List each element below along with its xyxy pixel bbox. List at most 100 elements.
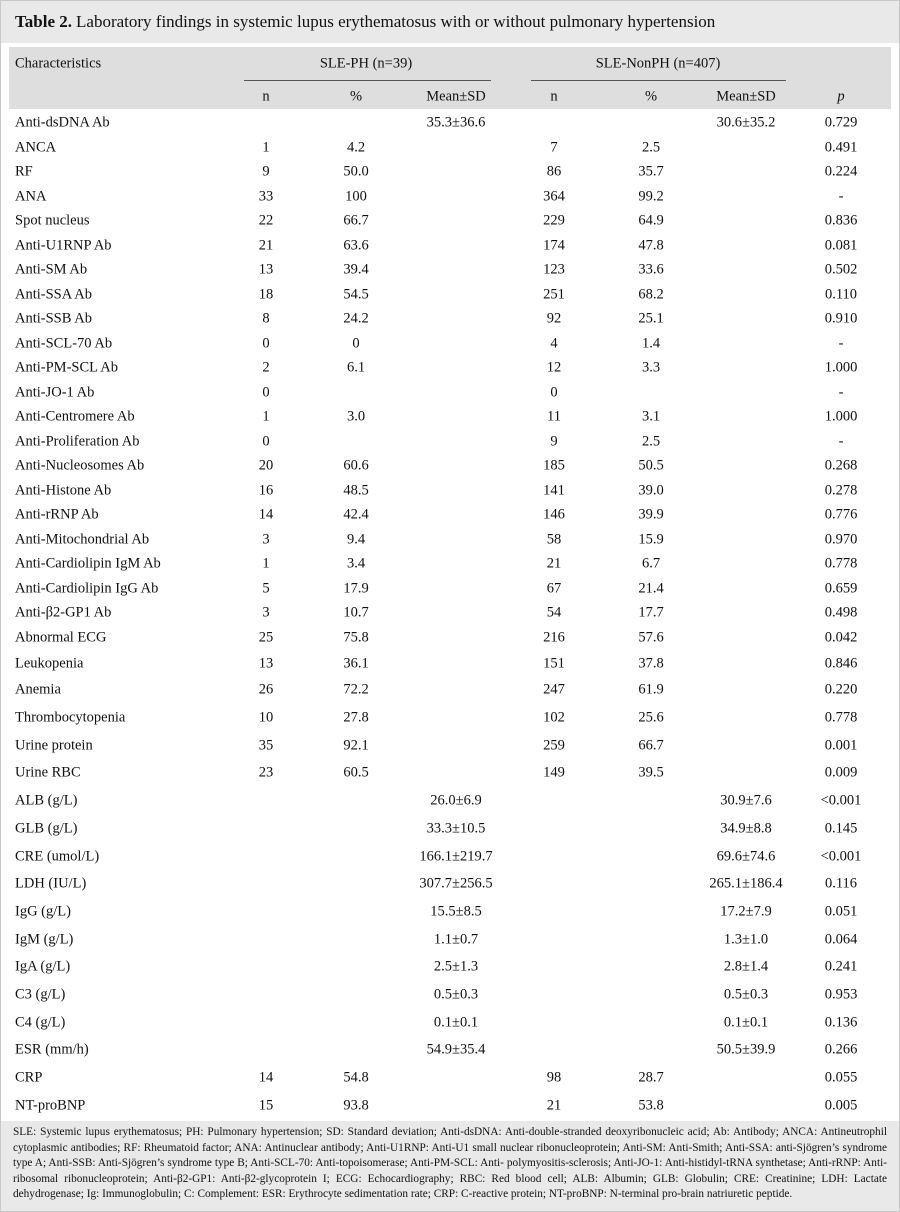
- column-header: %: [349, 88, 363, 105]
- table-cell: 23: [258, 764, 274, 781]
- table-cell: 21.4: [638, 580, 664, 597]
- table-cell: 1.4: [641, 335, 661, 352]
- row-label: Anti-Mitochondrial Ab: [15, 531, 150, 548]
- table-cell: 123: [543, 261, 565, 278]
- table-cell: 0.001: [824, 737, 858, 754]
- table-cell: 166.1±219.7: [419, 848, 493, 865]
- row-label: Anti-rRNP Ab: [15, 506, 99, 523]
- table-cell: 102: [543, 709, 565, 726]
- table-cell: 34.9±8.8: [720, 820, 772, 837]
- table-cell: -: [838, 188, 844, 205]
- table-label: Table 2.: [15, 12, 73, 31]
- table-cell: 63.6: [343, 237, 369, 254]
- table-cell: 17.7: [638, 604, 664, 621]
- table-cell: -: [838, 433, 844, 450]
- table-cell: 0.051: [824, 903, 858, 920]
- table-cell: 26: [258, 681, 274, 698]
- table-cell: 174: [543, 237, 565, 254]
- table-cell: 30.6±35.2: [716, 114, 776, 131]
- table-cell: 307.7±256.5: [419, 875, 493, 892]
- table-cell: 14: [258, 506, 274, 523]
- row-label: GLB (g/L): [15, 820, 78, 837]
- group-rule: [244, 80, 491, 81]
- table-cell: 4: [550, 335, 558, 352]
- table-cell: 0.910: [824, 310, 858, 327]
- table-cell: 4.2: [346, 139, 366, 156]
- table-cell: 15.5±8.5: [430, 903, 482, 920]
- table-cell: 0.776: [824, 506, 858, 523]
- row-label: ESR (mm/h): [15, 1041, 89, 1058]
- table-cell: 229: [543, 212, 565, 229]
- row-label: Anti-β2-GP1 Ab: [15, 604, 112, 621]
- table-cell: 16: [258, 482, 274, 499]
- table-cell: 1.1±0.7: [433, 931, 479, 948]
- table-cell: 20: [258, 457, 274, 474]
- header-band: [9, 47, 891, 109]
- table-cell: 26.0±6.9: [430, 792, 482, 809]
- table-cell: 2.8±1.4: [723, 958, 769, 975]
- table-cell: 39.9: [638, 506, 664, 523]
- table-cell: 0.491: [824, 139, 858, 156]
- table-cell: 0.5±0.3: [433, 986, 479, 1003]
- table-title: Table 2. Laboratory findings in systemic …: [1, 1, 899, 43]
- table-cell: 3: [262, 531, 270, 548]
- row-label: Anti-Cardiolipin IgM Ab: [15, 555, 161, 572]
- table-cell: 259: [543, 737, 565, 754]
- table-cell: 0.1±0.1: [723, 1014, 769, 1031]
- table-cell: 1: [262, 408, 270, 425]
- row-label: Leukopenia: [15, 655, 84, 672]
- table-cell: 1: [262, 555, 270, 572]
- table-cell: 25.1: [638, 310, 664, 327]
- table-cell: 0.836: [824, 212, 858, 229]
- table-cell: 75.8: [343, 629, 369, 646]
- table-cell: 0.009: [824, 764, 858, 781]
- table-cell: 10.7: [343, 604, 369, 621]
- table-cell: 1.3±1.0: [723, 931, 769, 948]
- table-cell: 93.8: [343, 1097, 369, 1114]
- table-cell: 100: [345, 188, 367, 205]
- table-cell: 10: [258, 709, 274, 726]
- table-cell: 0.268: [824, 457, 858, 474]
- row-label: Abnormal ECG: [15, 629, 107, 646]
- row-label: Anti-SSB Ab: [15, 310, 92, 327]
- row-label: Anti-Histone Ab: [15, 482, 112, 499]
- table-cell: 5: [262, 580, 270, 597]
- table-cell: 15: [258, 1097, 274, 1114]
- table-cell: 0.220: [824, 681, 858, 698]
- row-label: C4 (g/L): [15, 1014, 66, 1031]
- table-cell: 0.110: [824, 286, 858, 303]
- table-cell: 0: [262, 335, 270, 352]
- table-cell: 2.5: [641, 433, 661, 450]
- table-cell: 1: [262, 139, 270, 156]
- row-label: Anti-SCL-70 Ab: [15, 335, 113, 352]
- row-label: Anti-Cardiolipin IgG Ab: [15, 580, 159, 597]
- table-cell: 149: [543, 764, 565, 781]
- table-cell: 17.2±7.9: [720, 903, 772, 920]
- row-label: Anti-U1RNP Ab: [15, 237, 112, 254]
- table-cell: 35.7: [638, 163, 664, 180]
- row-label: Anti-JO-1 Ab: [15, 384, 95, 401]
- group-rule: [531, 80, 786, 81]
- row-label: IgG (g/L): [15, 903, 71, 920]
- table-cell: 6.7: [641, 555, 661, 572]
- row-label: Anti-PM-SCL Ab: [15, 359, 118, 376]
- table-cell: 3.0: [346, 408, 366, 425]
- table-cell: 0.5±0.3: [723, 986, 769, 1003]
- table-cell: 98: [546, 1069, 562, 1086]
- row-label: IgA (g/L): [15, 958, 71, 975]
- table-cell: 151: [543, 655, 565, 672]
- table-cell: 0.729: [824, 114, 858, 131]
- table-cell: 364: [543, 188, 565, 205]
- table-cell: 2: [262, 359, 270, 376]
- table-cell: 39.5: [638, 764, 664, 781]
- table-cell: 58: [546, 531, 562, 548]
- table-cell: 50.5±39.9: [716, 1041, 776, 1058]
- row-label: CRE (umol/L): [15, 848, 100, 865]
- table-cell: 61.9: [638, 681, 664, 698]
- table-cell: 66.7: [638, 737, 664, 754]
- table-cell: 35: [258, 737, 274, 754]
- table-cell: 3.4: [346, 555, 366, 572]
- table-cell: 146: [543, 506, 565, 523]
- table-cell: 265.1±186.4: [709, 875, 783, 892]
